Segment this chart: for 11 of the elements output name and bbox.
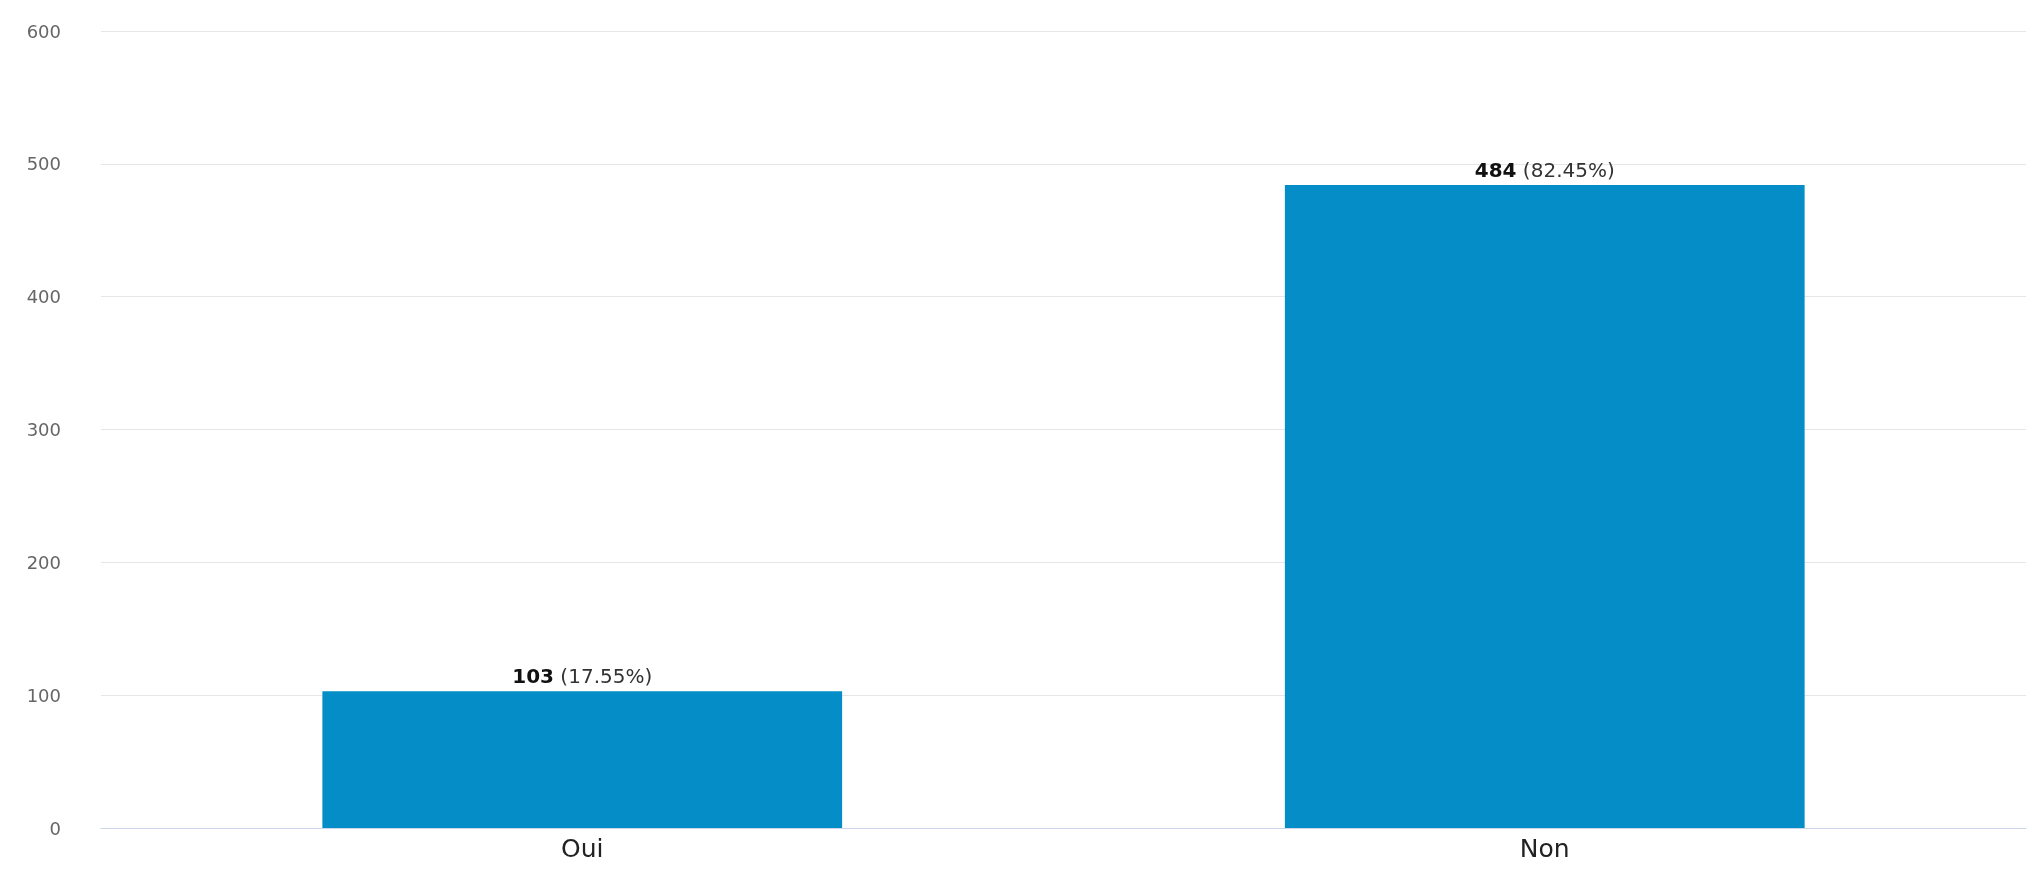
- x-tick-label: Oui: [561, 834, 604, 863]
- x-tick-label: Non: [1519, 834, 1570, 863]
- y-tick-label: 400: [26, 286, 61, 308]
- y-tick-label: 300: [26, 419, 61, 440]
- data-label: 103 (17.55%): [512, 664, 653, 689]
- y-tick-label: 200: [26, 551, 61, 573]
- y-tick-label: 100: [26, 684, 61, 706]
- y-tick-label: 0: [49, 817, 61, 839]
- data-label: 484 (82.45%): [1474, 158, 1615, 183]
- y-tick-label: 600: [26, 20, 61, 42]
- y-tick-label: 500: [26, 153, 61, 175]
